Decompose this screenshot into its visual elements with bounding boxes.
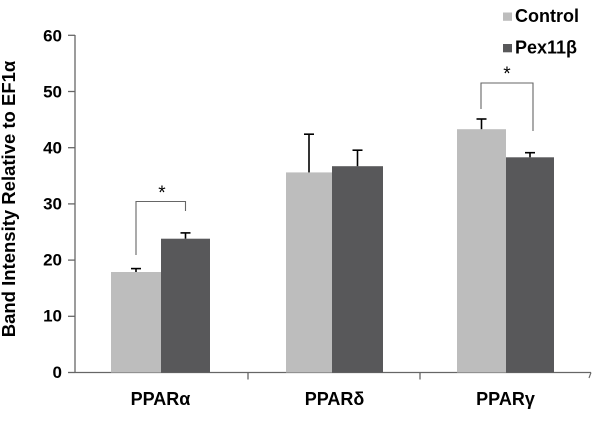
svg-text:*: * xyxy=(503,64,511,85)
svg-text:0: 0 xyxy=(53,363,62,382)
svg-text:50: 50 xyxy=(43,83,62,102)
svg-text:PPARδ: PPARδ xyxy=(305,389,365,409)
svg-text:PPARγ: PPARγ xyxy=(476,389,535,409)
svg-text:20: 20 xyxy=(43,251,62,270)
svg-text:PPARα: PPARα xyxy=(131,389,191,409)
svg-text:Pex11β: Pex11β xyxy=(515,38,577,58)
svg-text:*: * xyxy=(158,183,166,204)
svg-text:Control: Control xyxy=(515,6,579,26)
svg-text:Band Intensity Relative to EF1: Band Intensity Relative to EF1α xyxy=(0,60,19,337)
svg-text:30: 30 xyxy=(43,195,62,214)
svg-text:60: 60 xyxy=(43,27,62,46)
svg-text:10: 10 xyxy=(43,307,62,326)
svg-text:40: 40 xyxy=(43,139,62,158)
